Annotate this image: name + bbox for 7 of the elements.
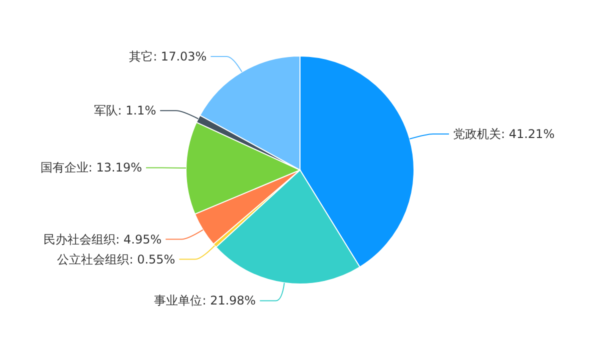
- slice-label: 事业单位: 21.98%: [154, 294, 256, 308]
- slice-label: 军队: 1.1%: [94, 104, 156, 118]
- slice-label: 民办社会组织: 4.95%: [44, 232, 162, 246]
- slice-label: 公立社会组织: 0.55%: [57, 252, 176, 266]
- slice-label: 其它: 17.03%: [129, 49, 207, 64]
- slice-label: 党政机关: 41.21%: [452, 126, 555, 141]
- slice-label: 国有企业: 13.19%: [40, 160, 142, 175]
